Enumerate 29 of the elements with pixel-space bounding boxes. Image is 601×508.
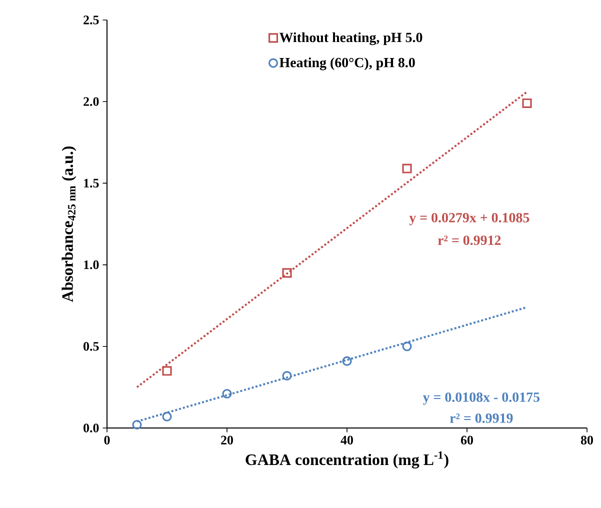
x-tick-label: 80 <box>580 436 593 445</box>
point <box>222 388 232 399</box>
point <box>402 342 412 352</box>
x-tick-label: 20 <box>221 436 233 445</box>
point <box>402 164 412 174</box>
x-tick-label: 0 <box>104 436 110 445</box>
y-tick-label: 2.5 <box>84 16 99 24</box>
point <box>162 412 172 422</box>
legend-label: Heating (60°C), pH 8.0 <box>279 57 415 70</box>
point <box>162 366 172 376</box>
point <box>132 420 142 430</box>
y-tick-label: 1.5 <box>84 178 99 188</box>
annotation: r² = 0.9912 <box>438 236 501 246</box>
point <box>282 268 292 278</box>
x-axis-title: GABA concentration (mg L$^{-1}$) <box>246 451 448 468</box>
y-tick-label: 2.0 <box>84 97 99 106</box>
y-axis-title: Absorbance$_{425 nm}$ (a.u.) <box>62 146 76 302</box>
legend-label: Without heating, pH 5.0 <box>279 32 422 46</box>
annotation: r² = 0.9919 <box>450 413 513 423</box>
x-tick-label: 40 <box>340 436 353 445</box>
y-tick-label: 0.5 <box>84 342 99 351</box>
point <box>342 356 352 366</box>
point <box>522 98 532 108</box>
annotation: y = 0.0108x - 0.0175 <box>422 392 540 405</box>
annotation: y = 0.0279x + 0.1085 <box>409 212 530 226</box>
x-tick-label: 60 <box>460 436 473 445</box>
point <box>282 370 292 381</box>
y-tick-label: 0.0 <box>84 424 99 432</box>
y-tick-label: 1.0 <box>84 260 99 270</box>
